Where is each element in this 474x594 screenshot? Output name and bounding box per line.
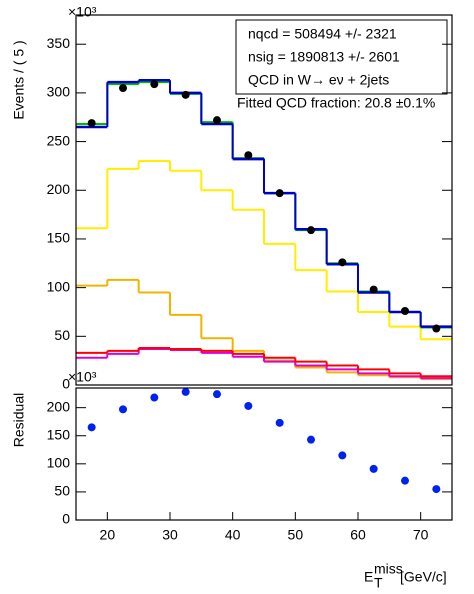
data-point (369, 464, 378, 473)
y-tick-label: 100 (47, 278, 71, 294)
legend-box (235, 19, 448, 95)
x-tick-label: 30 (162, 527, 178, 543)
data-point (181, 90, 190, 99)
data-point (307, 226, 315, 235)
data-point (119, 405, 127, 414)
plot-frame (75, 14, 453, 386)
data-point (401, 307, 409, 315)
y-tick-label: 50 (54, 483, 70, 499)
x-tick-label: 20 (100, 527, 116, 543)
legend-text: nsig = 1890813 +/- 2601 (248, 49, 400, 65)
axis-exponent: ×10³ (68, 369, 97, 385)
y-tick-label: 150 (47, 426, 71, 442)
y-tick-label: 50 (54, 327, 70, 343)
x-tick-label: 60 (350, 527, 366, 543)
y-tick-label: 150 (47, 230, 71, 246)
x-axis-label-sup: miss (374, 561, 403, 577)
data-point (181, 387, 190, 396)
legend-text: QCD in W→ eν + 2jets (248, 72, 389, 88)
data-point (87, 119, 96, 128)
y-axis-label: Residual (11, 393, 27, 447)
data-point (150, 393, 159, 402)
x-axis-label: E (364, 569, 373, 585)
y-tick-label: 100 (47, 455, 71, 471)
y-axis-label: Events / ( 5 ) (11, 40, 27, 119)
y-tick-label: 250 (47, 132, 71, 148)
data-point (338, 258, 347, 267)
y-tick-label: 300 (47, 84, 71, 100)
data-point (87, 423, 96, 432)
x-axis-label-unit: [GeV/c] (400, 569, 447, 585)
x-tick-label: 40 (225, 527, 241, 543)
data-point (244, 151, 253, 160)
annotation: Fitted QCD fraction: 20.8 ±0.1% (237, 95, 435, 111)
data-point (150, 80, 159, 89)
data-point (432, 324, 441, 333)
data-point (338, 451, 347, 460)
y-tick-label: 200 (47, 181, 71, 197)
x-tick-label: 50 (288, 527, 304, 543)
data-point (275, 189, 284, 198)
data-point (401, 476, 409, 485)
data-point (369, 285, 378, 294)
data-point (213, 116, 221, 125)
legend-text: nqcd = 508494 +/- 2321 (248, 26, 397, 42)
data-point (307, 435, 315, 444)
y-tick-label: 0 (62, 511, 70, 527)
y-tick-label: 350 (47, 35, 71, 51)
y-tick-label: 0 (62, 376, 70, 392)
data-point (275, 418, 284, 427)
y-tick-label: 200 (47, 398, 71, 414)
plot-frame (75, 387, 453, 521)
data-point (119, 84, 127, 93)
axis-exponent: ×10³ (68, 4, 97, 20)
x-axis-label-sub: T (374, 575, 383, 591)
data-point (213, 390, 221, 399)
data-point (432, 485, 441, 494)
data-point (244, 401, 253, 410)
x-tick-label: 70 (413, 527, 429, 543)
